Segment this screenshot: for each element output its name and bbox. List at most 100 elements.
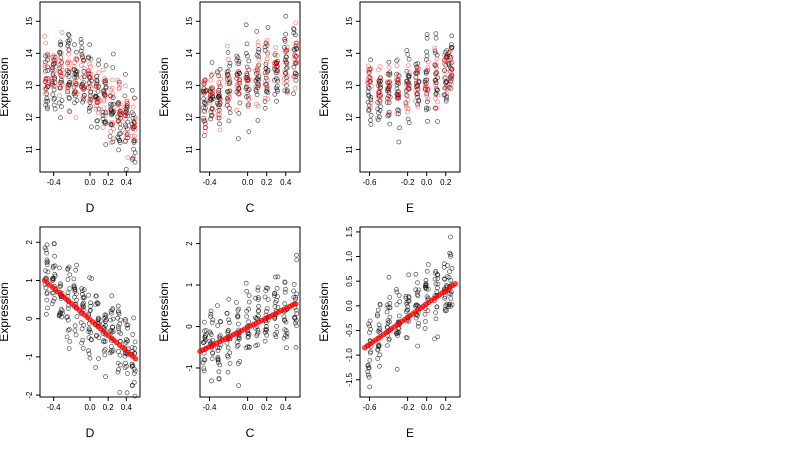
data-point-red	[110, 120, 116, 126]
data-point-red	[282, 37, 288, 42]
data-point-black	[108, 328, 114, 334]
data-point-red	[444, 57, 450, 62]
data-point-red	[73, 82, 78, 88]
data-point-red	[93, 86, 99, 92]
data-point-black	[125, 113, 131, 119]
data-point-red	[88, 95, 94, 101]
data-point-black	[123, 318, 128, 324]
data-point-black	[385, 80, 391, 86]
data-point-black	[45, 98, 51, 104]
data-point-red	[79, 75, 85, 81]
data-point-black	[100, 109, 106, 115]
data-point-red	[73, 82, 79, 88]
data-point-black	[118, 362, 123, 368]
data-point-red	[283, 60, 289, 66]
data-point-black	[425, 118, 430, 124]
data-point-red	[235, 70, 241, 75]
data-point-black	[88, 89, 94, 95]
data-point-black	[236, 91, 242, 96]
data-point-black	[403, 309, 409, 314]
plot-frame	[359, 1, 461, 173]
data-point-red	[368, 75, 374, 81]
data-point-red	[60, 73, 65, 79]
data-point-red	[422, 86, 428, 92]
data-point-red	[217, 94, 223, 100]
data-point-black	[201, 116, 207, 121]
data-point-red	[376, 67, 381, 73]
data-point-red	[384, 86, 390, 91]
data-point-red	[87, 75, 92, 81]
data-point-black	[284, 334, 290, 340]
data-point-red	[122, 112, 128, 118]
data-point-red	[433, 77, 439, 82]
data-point-red	[367, 105, 373, 111]
data-point-red	[283, 48, 289, 54]
data-point-black	[129, 345, 135, 350]
data-point-red	[446, 81, 452, 87]
data-point-black	[442, 276, 448, 282]
data-point-black	[448, 60, 454, 66]
data-point-black	[424, 268, 430, 274]
data-point-black	[65, 290, 71, 296]
y-tick-label: -2	[25, 391, 34, 399]
data-point-black	[406, 83, 412, 88]
data-point-black	[262, 105, 268, 111]
data-point-red	[109, 85, 115, 91]
data-point-black	[86, 68, 91, 74]
data-point-red	[51, 83, 57, 89]
data-point-black	[132, 150, 138, 156]
data-point-red	[100, 125, 106, 130]
data-point-black	[384, 100, 390, 105]
data-point-black	[79, 286, 85, 292]
data-point-red	[96, 70, 102, 75]
data-point-red	[244, 81, 250, 87]
data-point-black	[44, 257, 50, 263]
data-point-black	[291, 64, 297, 70]
data-point-black	[227, 88, 233, 94]
data-point-red	[424, 67, 430, 73]
x-axis-label: D	[86, 201, 95, 215]
data-point-black	[385, 71, 391, 77]
chart-panel-2: -0.4 0.0 0.2 0.4 11 12 13 14 15 C Expression	[157, 1, 301, 215]
data-point-black	[72, 328, 78, 334]
data-point-black	[422, 283, 428, 289]
data-point-black	[225, 353, 230, 359]
data-point-black	[377, 301, 383, 307]
data-point-black	[129, 87, 135, 93]
data-point-black	[244, 72, 250, 78]
data-point-red	[368, 83, 374, 89]
y-tick-label: 1.5	[345, 226, 354, 238]
data-point-black	[236, 61, 242, 66]
data-point-red	[216, 104, 222, 110]
data-point-black	[422, 311, 428, 317]
data-point-black	[215, 323, 221, 329]
data-point-black	[446, 50, 452, 55]
y-tick-label: 14	[345, 48, 354, 57]
data-point-black	[216, 369, 222, 375]
data-point-red	[235, 61, 240, 67]
data-point-red	[202, 125, 208, 131]
data-point-red	[272, 64, 278, 69]
data-point-black	[272, 274, 278, 280]
data-point-red	[50, 54, 56, 60]
data-point-red	[405, 63, 411, 68]
data-point-black	[214, 100, 220, 106]
data-point-black	[52, 80, 58, 86]
data-point-black	[118, 109, 123, 114]
data-point-black	[293, 320, 298, 326]
data-point-black	[443, 98, 449, 104]
data-point-red	[125, 155, 131, 161]
data-point-black	[234, 313, 240, 319]
data-point-black	[237, 80, 243, 86]
y-tick-label: 2	[185, 241, 194, 246]
data-point-black	[132, 159, 138, 165]
y-axis-label: Expression	[157, 57, 171, 116]
data-point-red	[272, 68, 278, 73]
data-point-red	[395, 96, 400, 102]
data-point-black	[71, 84, 77, 90]
data-point-black	[425, 262, 431, 268]
data-point-red	[201, 79, 207, 84]
data-point-black	[447, 269, 452, 275]
data-point-black	[110, 316, 116, 322]
data-point-red	[57, 84, 62, 89]
